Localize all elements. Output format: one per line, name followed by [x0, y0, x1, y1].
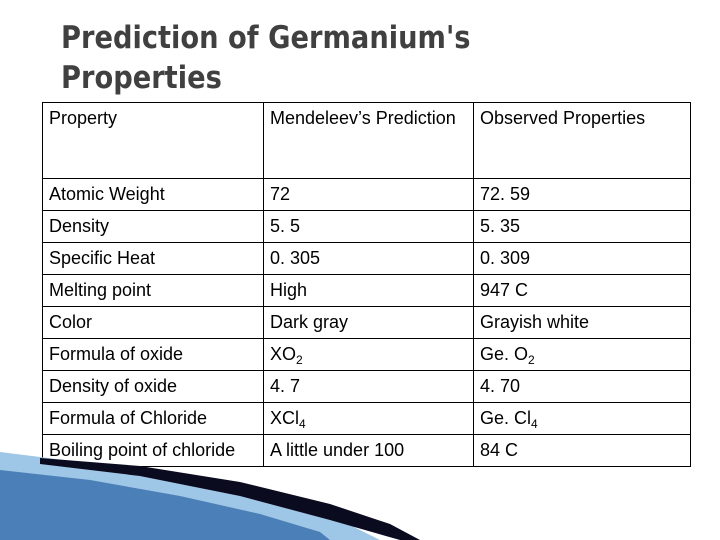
slide-title-line-1: Prediction of Germanium's [61, 20, 471, 56]
table-row: Density 5. 5 5. 35 [42, 210, 691, 243]
header-property: Property [42, 102, 264, 179]
formula-text: Ge. O [480, 344, 529, 364]
observed-cell: Grayish white [473, 306, 691, 339]
observed-cell: 4. 70 [473, 370, 691, 403]
formula-text: XCl [270, 408, 300, 428]
prediction-cell: Dark gray [263, 306, 474, 339]
formula-text: XO [270, 344, 297, 364]
prediction-cell: 5. 5 [263, 210, 474, 243]
observed-cell: Ge. Cl4 [473, 402, 691, 435]
slide-title: Prediction of Germanium's Properties [61, 18, 607, 98]
formula-subscript: 2 [296, 353, 303, 367]
property-cell: Formula of oxide [42, 338, 264, 371]
header-prediction: Mendeleev’s Prediction [263, 102, 474, 179]
observed-cell: 947 C [473, 274, 691, 307]
prediction-cell: 0. 305 [263, 242, 474, 275]
prediction-cell: High [263, 274, 474, 307]
prediction-cell: XCl4 [263, 402, 474, 435]
property-cell: Density of oxide [42, 370, 264, 403]
table-header-row: Property Mendeleev’s Prediction Observed… [42, 102, 691, 179]
slide-title-line-2: Properties [61, 60, 222, 96]
property-cell: Atomic Weight [42, 178, 264, 211]
formula-subscript: 4 [299, 417, 306, 431]
table-row: Formula of oxide XO2 Ge. O2 [42, 338, 691, 371]
property-cell: Melting point [42, 274, 264, 307]
prediction-cell: 72 [263, 178, 474, 211]
prediction-cell: A little under 100 [263, 434, 474, 467]
observed-cell: 84 C [473, 434, 691, 467]
table-row: Boiling point of chloride A little under… [42, 434, 691, 467]
swoosh-mid-band [0, 470, 330, 540]
germanium-properties-table: Property Mendeleev’s Prediction Observed… [42, 102, 691, 467]
observed-cell: 0. 309 [473, 242, 691, 275]
formula-text: Ge. Cl [480, 408, 532, 428]
table-row: Density of oxide 4. 7 4. 70 [42, 370, 691, 403]
property-cell: Density [42, 210, 264, 243]
property-cell: Color [42, 306, 264, 339]
observed-cell: Ge. O2 [473, 338, 691, 371]
property-cell: Boiling point of chloride [42, 434, 264, 467]
property-cell: Formula of Chloride [42, 402, 264, 435]
table-row: Atomic Weight 72 72. 59 [42, 178, 691, 211]
germanium-properties-table-container: Property Mendeleev’s Prediction Observed… [42, 102, 691, 467]
property-cell: Specific Heat [42, 242, 264, 275]
table-row: Formula of Chloride XCl4 Ge. Cl4 [42, 402, 691, 435]
header-observed: Observed Properties [473, 102, 691, 179]
prediction-cell: XO2 [263, 338, 474, 371]
table-row: Color Dark gray Grayish white [42, 306, 691, 339]
swoosh-dark-band [40, 458, 420, 540]
observed-cell: 72. 59 [473, 178, 691, 211]
table-row: Melting point High 947 C [42, 274, 691, 307]
formula-subscript: 2 [528, 353, 535, 367]
prediction-cell: 4. 7 [263, 370, 474, 403]
table-row: Specific Heat 0. 305 0. 309 [42, 242, 691, 275]
formula-subscript: 4 [531, 417, 538, 431]
observed-cell: 5. 35 [473, 210, 691, 243]
